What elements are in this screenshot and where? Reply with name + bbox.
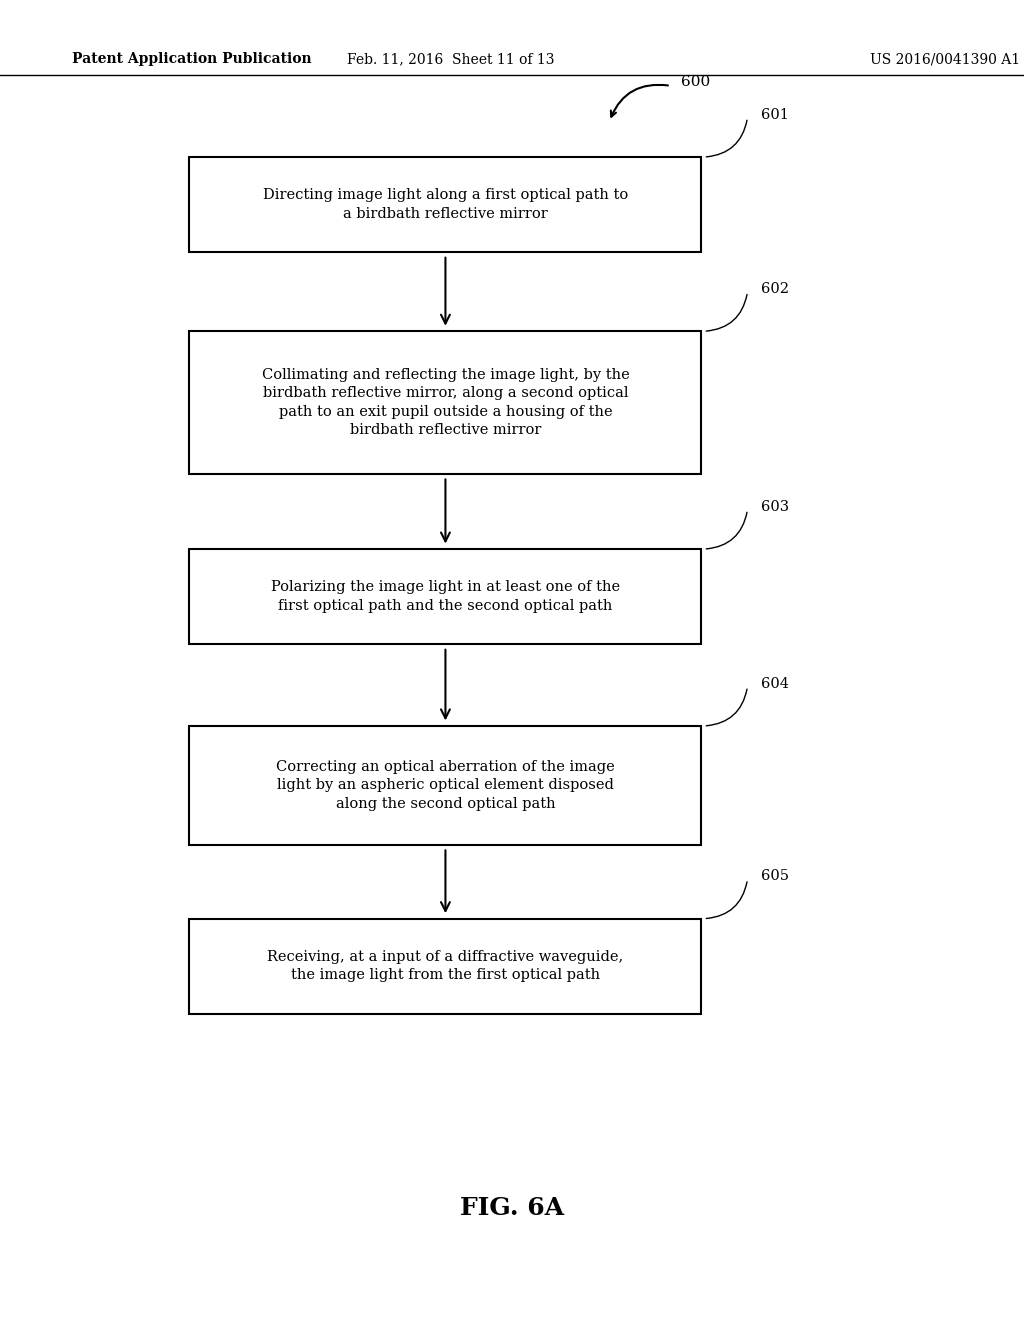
Text: Collimating and reflecting the image light, by the
birdbath reflective mirror, a: Collimating and reflecting the image lig… [261,368,630,437]
Text: 604: 604 [761,677,788,690]
Text: FIG. 6A: FIG. 6A [460,1196,564,1220]
Text: 600: 600 [681,75,711,88]
Bar [189,919,701,1014]
Bar [189,549,701,644]
Text: 602: 602 [761,282,788,296]
Text: 601: 601 [761,108,788,121]
Text: Directing image light along a first optical path to
a birdbath reflective mirror: Directing image light along a first opti… [263,189,628,220]
Bar [189,157,701,252]
Text: 605: 605 [761,870,788,883]
Bar [189,331,701,474]
Text: Feb. 11, 2016  Sheet 11 of 13: Feb. 11, 2016 Sheet 11 of 13 [347,53,554,66]
Text: US 2016/0041390 A1: US 2016/0041390 A1 [870,53,1021,66]
Text: Patent Application Publication: Patent Application Publication [72,53,311,66]
Text: Receiving, at a input of a diffractive waveguide,
the image light from the first: Receiving, at a input of a diffractive w… [267,950,624,982]
Text: 603: 603 [761,500,788,513]
Text: Correcting an optical aberration of the image
light by an aspheric optical eleme: Correcting an optical aberration of the … [276,760,614,810]
Text: Polarizing the image light in at least one of the
first optical path and the sec: Polarizing the image light in at least o… [271,581,620,612]
Bar [189,726,701,845]
